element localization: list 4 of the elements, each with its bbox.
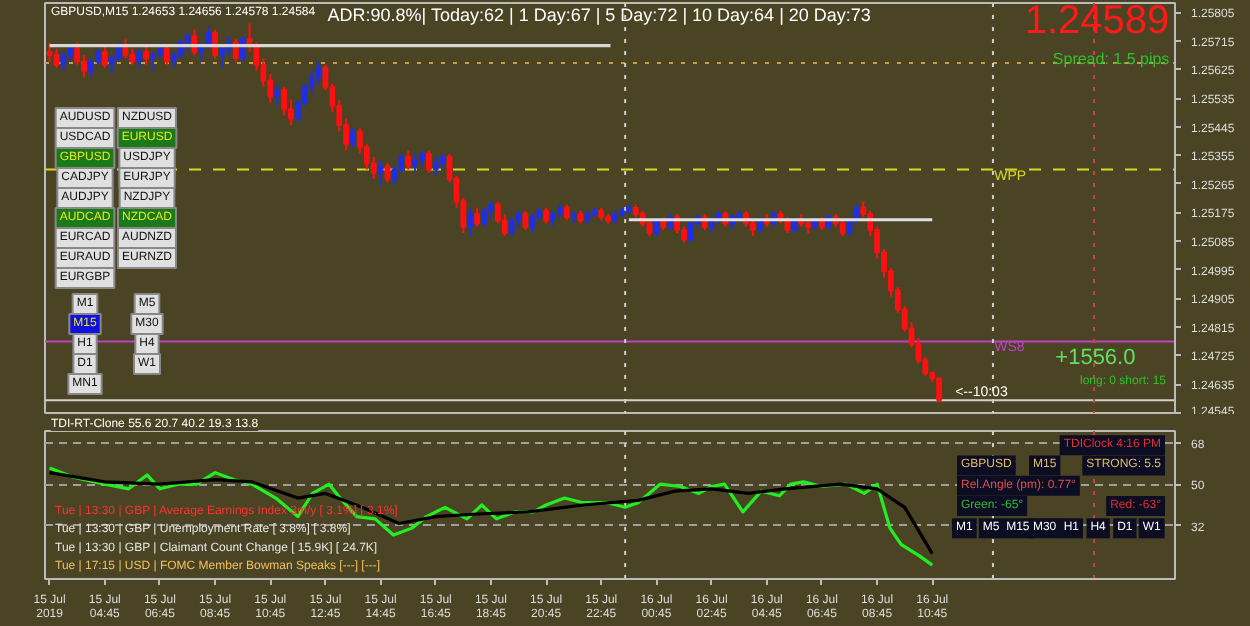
annotation: Spread: 1.5 pips	[1052, 50, 1170, 69]
annotation: 1.24589	[1024, 0, 1170, 44]
annotation: ADR:90.8%| Today:62 | 1 Day:67 | 5 Day:72 | 10 Day:64 | 20 Day:73	[327, 5, 871, 26]
annotation: +1556.0	[1055, 345, 1136, 370]
